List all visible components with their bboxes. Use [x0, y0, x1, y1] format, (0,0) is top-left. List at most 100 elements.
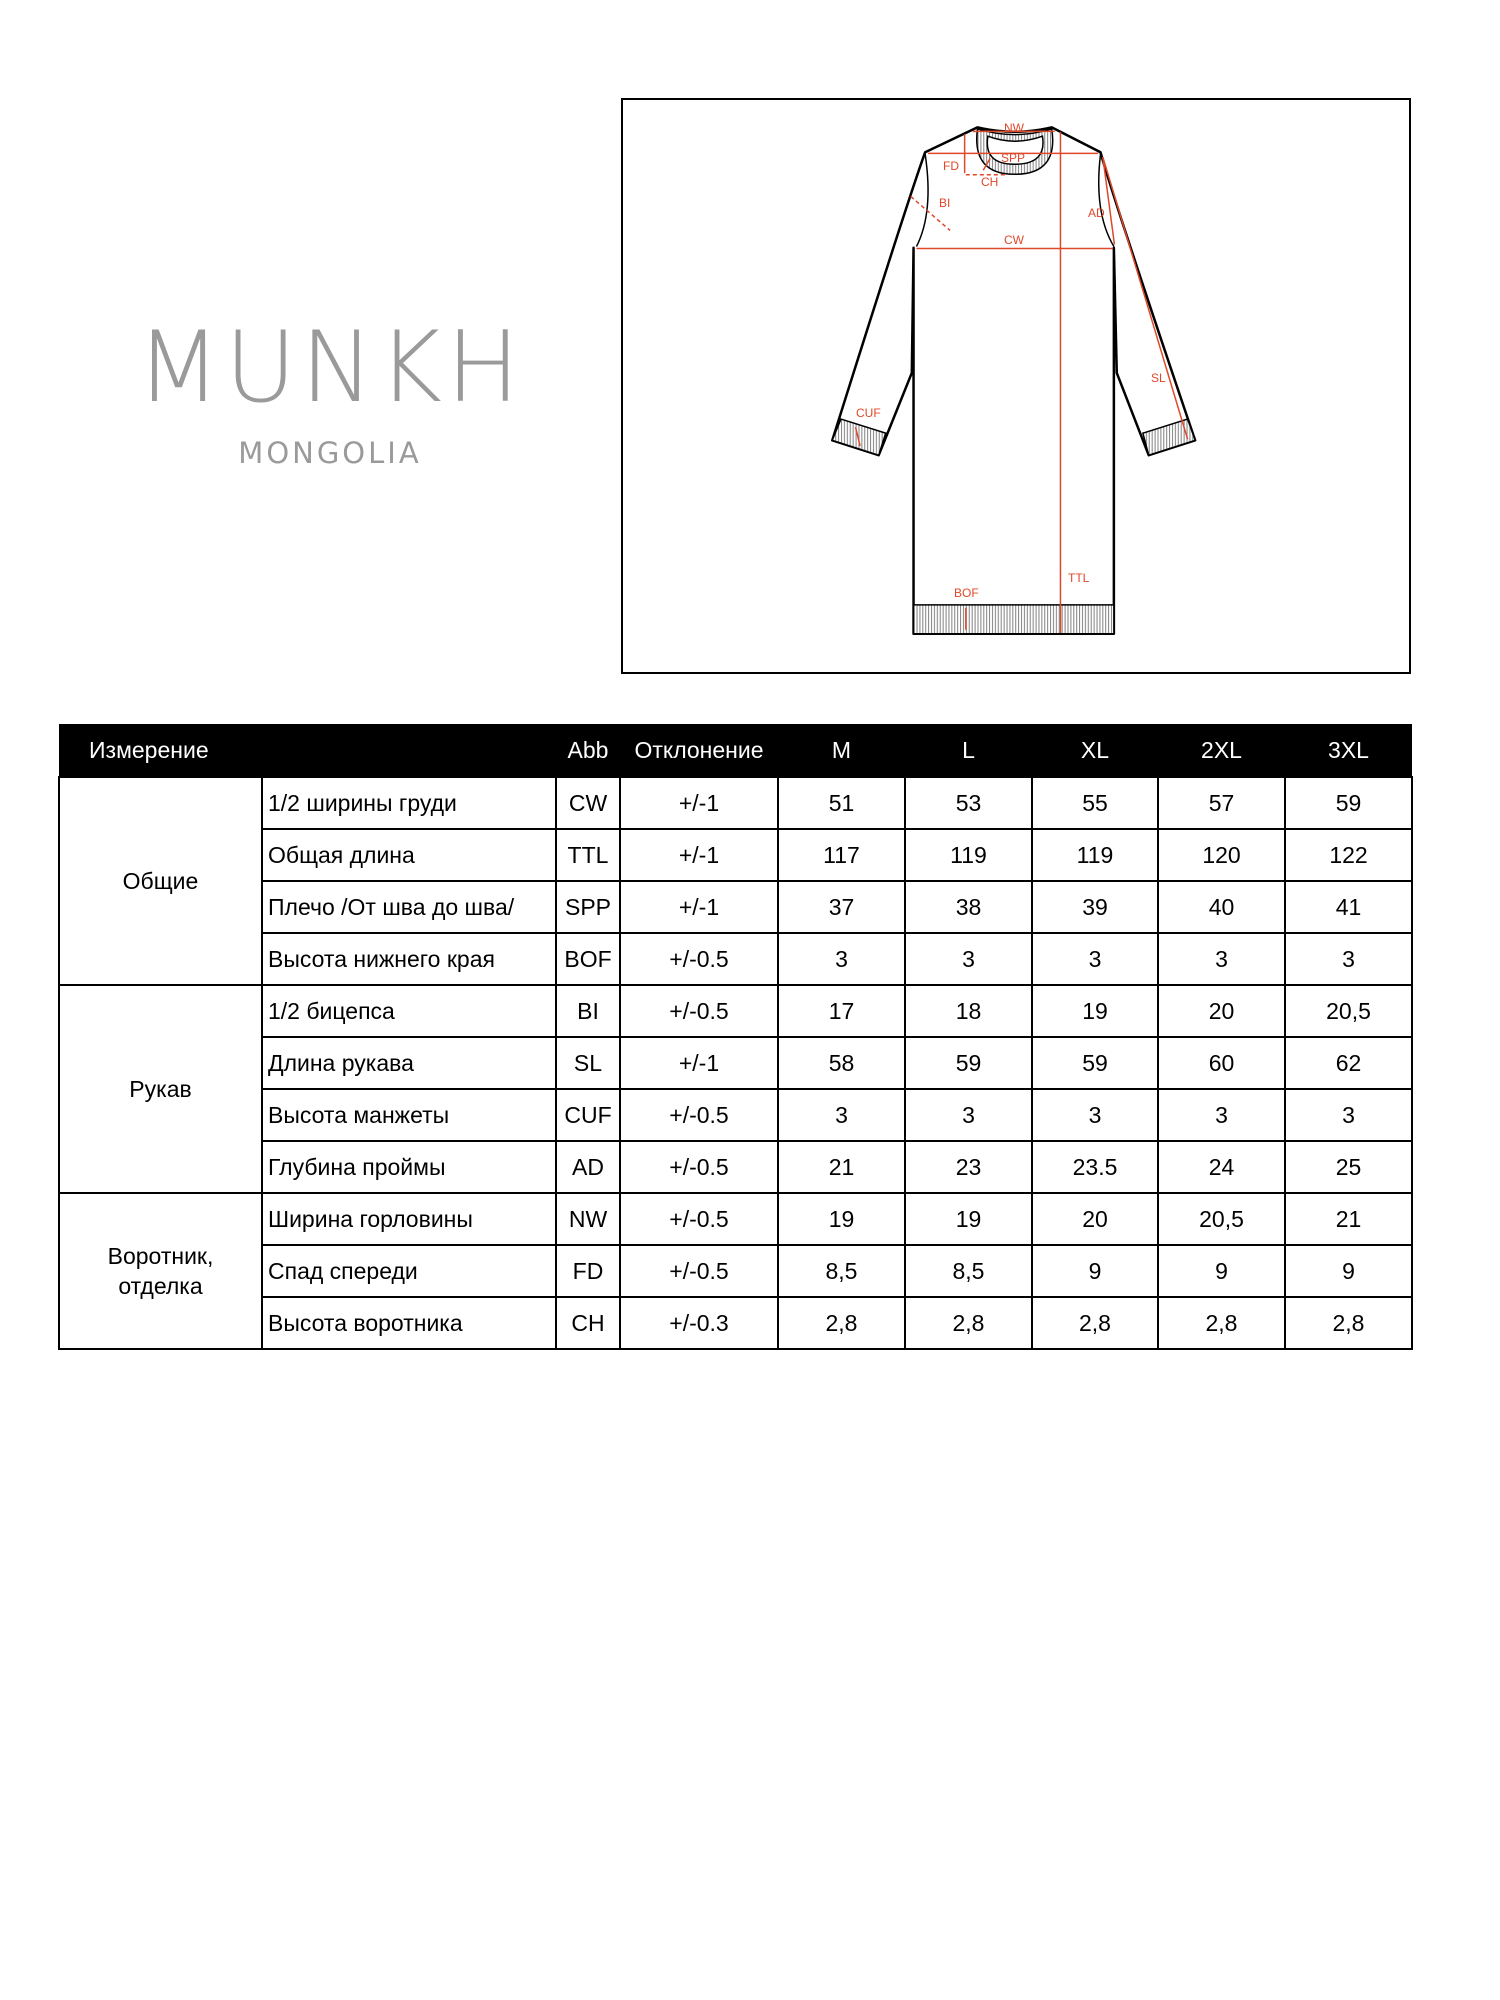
- column-header: L: [905, 724, 1032, 777]
- size-value: 117: [777, 828, 906, 882]
- size-value: 2,8: [904, 1296, 1033, 1350]
- size-value: 2,8: [777, 1296, 906, 1350]
- table-header: Измерение Abb Отклонение M L XL 2XL 3XL: [59, 724, 1412, 777]
- column-header: XL: [1032, 724, 1158, 777]
- column-header: Отклонение: [620, 724, 778, 777]
- size-value: 3: [1157, 932, 1286, 986]
- tolerance: +/-1: [619, 776, 779, 830]
- size-value: 120: [1157, 828, 1286, 882]
- size-value: 20: [1157, 984, 1286, 1038]
- label-ch: CH: [981, 175, 998, 189]
- measurement-abbreviation: SL: [555, 1036, 621, 1090]
- column-header: M: [778, 724, 905, 777]
- column-header: [262, 724, 556, 777]
- size-value: 19: [1031, 984, 1159, 1038]
- size-value: 2,8: [1031, 1296, 1159, 1350]
- size-chart-table: Измерение Abb Отклонение M L XL 2XL 3XL Общие 1/…: [58, 724, 1413, 1350]
- brand-logo: MUNKH MONGOLIA: [100, 318, 560, 470]
- measurement-name: Длина рукава: [261, 1036, 557, 1090]
- label-ad: AD: [1088, 206, 1105, 220]
- group-label: Воротник, отделка: [58, 1192, 263, 1350]
- measurement-abbreviation: NW: [555, 1192, 621, 1246]
- measurement-abbreviation: BI: [555, 984, 621, 1038]
- size-value: 3: [1031, 1088, 1159, 1142]
- size-value: 23: [904, 1140, 1033, 1194]
- size-value: 9: [1284, 1244, 1413, 1298]
- tolerance: +/-1: [619, 880, 779, 934]
- column-header: 2XL: [1158, 724, 1285, 777]
- measurement-name: Плечо /От шва до шва/: [261, 880, 557, 934]
- size-value: 2,8: [1284, 1296, 1413, 1350]
- size-value: 9: [1031, 1244, 1159, 1298]
- size-value: 20,5: [1284, 984, 1413, 1038]
- size-value: 59: [904, 1036, 1033, 1090]
- label-ttl: TTL: [1068, 571, 1090, 585]
- table-row: Высота воротника CH +/-0.3 2,8 2,8 2,8 2,8 2,8: [59, 1296, 1413, 1350]
- size-value: 53: [904, 776, 1033, 830]
- tolerance: +/-0.5: [619, 1192, 779, 1246]
- rib-trims: [832, 129, 1195, 634]
- tolerance: +/-0.3: [619, 1296, 779, 1350]
- measurement-abbreviation: TTL: [555, 828, 621, 882]
- size-value: 20: [1031, 1192, 1159, 1246]
- size-value: 20,5: [1157, 1192, 1286, 1246]
- size-value: 19: [904, 1192, 1033, 1246]
- measurement-name: Высота воротника: [261, 1296, 557, 1350]
- size-value: 3: [1284, 1088, 1413, 1142]
- size-value: 119: [904, 828, 1033, 882]
- tolerance: +/-0.5: [619, 984, 779, 1038]
- measurement-abbreviation: CUF: [555, 1088, 621, 1142]
- size-value: 21: [1284, 1192, 1413, 1246]
- size-value: 40: [1157, 880, 1286, 934]
- measure-lines: [855, 131, 1187, 633]
- size-value: 24: [1157, 1140, 1286, 1194]
- column-header: Abb: [556, 724, 620, 777]
- brand-name: MUNKH: [136, 311, 524, 425]
- size-value: 37: [777, 880, 906, 934]
- size-value: 59: [1284, 776, 1413, 830]
- brand-subtitle: MONGOLIA: [238, 436, 422, 470]
- size-value: 3: [904, 932, 1033, 986]
- table-row: Общая длина TTL +/-1 117 119 119 120 122: [59, 828, 1413, 882]
- label-spp: SPP: [1001, 151, 1025, 165]
- measurement-name: Спад спереди: [261, 1244, 557, 1298]
- measurement-abbreviation: BOF: [555, 932, 621, 986]
- table-row: Высота нижнего края BOF +/-0.5 3 3 3 3 3: [59, 932, 1413, 986]
- table-row: Спад спереди FD +/-0.5 8,5 8,5 9 9 9: [59, 1244, 1413, 1298]
- size-value: 59: [1031, 1036, 1159, 1090]
- measurement-name: Высота нижнего края: [261, 932, 557, 986]
- group-label: Рукав: [58, 984, 263, 1194]
- size-value: 51: [777, 776, 906, 830]
- tolerance: +/-0.5: [619, 1088, 779, 1142]
- size-value: 39: [1031, 880, 1159, 934]
- table-row: Воротник, отделка Ширина горловины NW +/-0.5…: [58, 1192, 1413, 1350]
- measurement-abbreviation: CH: [555, 1296, 621, 1350]
- size-value: 8,5: [777, 1244, 906, 1298]
- measurement-abbreviation: CW: [555, 776, 621, 830]
- size-value: 25: [1284, 1140, 1413, 1194]
- table-row: Глубина проймы AD +/-0.5 21 23 23.5 24 25: [59, 1140, 1413, 1194]
- size-value: 3: [1031, 932, 1159, 986]
- size-value: 3: [1157, 1088, 1286, 1142]
- label-cw: CW: [1004, 233, 1025, 247]
- size-value: 3: [777, 1088, 906, 1142]
- size-value: 17: [777, 984, 906, 1038]
- measurement-name: Ширина горловины: [261, 1192, 557, 1246]
- size-value: 19: [777, 1192, 906, 1246]
- measurement-name: Глубина проймы: [261, 1140, 557, 1194]
- size-value: 38: [904, 880, 1033, 934]
- size-value: 23.5: [1031, 1140, 1159, 1194]
- table-row: Общие 1/2 ширины груди CW +/-1 51 53 55 57 59: [58, 776, 1413, 986]
- label-nw: NW: [1004, 121, 1025, 135]
- table-row: Длина рукава SL +/-1 58 59 59 60 62: [59, 1036, 1413, 1090]
- size-value: 62: [1284, 1036, 1413, 1090]
- measurement-abbreviation: SPP: [555, 880, 621, 934]
- tolerance: +/-0.5: [619, 1244, 779, 1298]
- label-sl: SL: [1151, 371, 1166, 385]
- size-value: 3: [777, 932, 906, 986]
- size-value: 18: [904, 984, 1033, 1038]
- table-row: Плечо /От шва до шва/SPP +/-1 37 38 39 40 41: [59, 880, 1413, 934]
- size-value: 2,8: [1157, 1296, 1286, 1350]
- column-header: Измерение: [59, 724, 262, 777]
- measurement-abbreviation: FD: [555, 1244, 621, 1298]
